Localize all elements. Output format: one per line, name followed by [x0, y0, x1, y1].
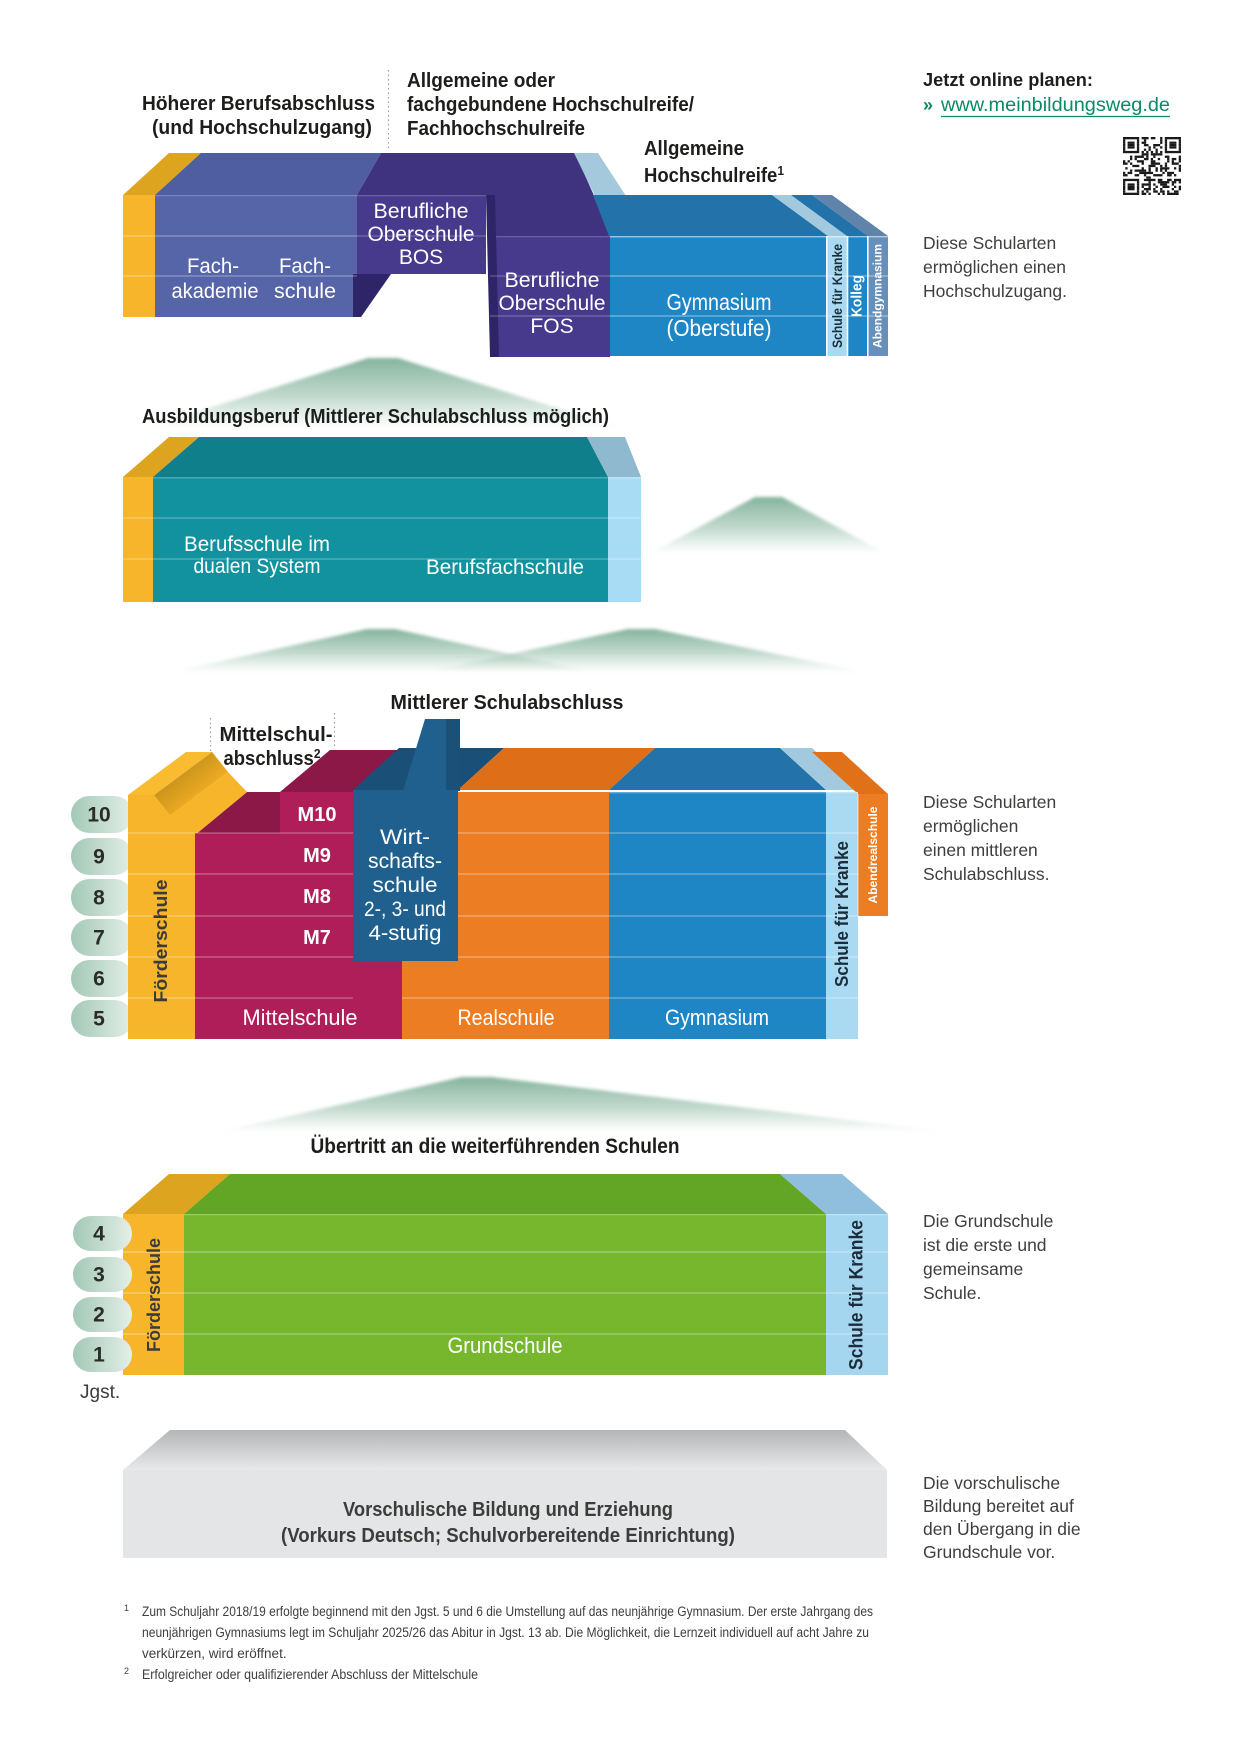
- svg-text:Oberschule: Oberschule: [368, 223, 475, 246]
- svg-text:6: 6: [93, 968, 105, 991]
- svg-text:Die Grundschule: Die Grundschule: [923, 1211, 1053, 1231]
- svg-text:3: 3: [93, 1264, 105, 1287]
- svg-text:Grundschule: Grundschule: [448, 1333, 563, 1358]
- svg-text:5: 5: [93, 1008, 105, 1031]
- svg-text:Fach-: Fach-: [187, 255, 239, 278]
- svg-text:Allgemeine oder: Allgemeine oder: [407, 70, 555, 92]
- svg-text:Zum Schuljahr 2018/19 erfolgte: Zum Schuljahr 2018/19 erfolgte beginnend…: [142, 1604, 873, 1619]
- svg-text:Berufliche: Berufliche: [374, 200, 469, 223]
- svg-text:Erfolgreicher oder qualifizier: Erfolgreicher oder qualifizierender Absc…: [142, 1667, 478, 1682]
- svg-text:Fach-: Fach-: [279, 255, 331, 278]
- svg-text:abschluss2: abschluss2: [224, 746, 321, 770]
- svg-text:Fachhochschulreife: Fachhochschulreife: [407, 118, 585, 140]
- svg-text:Grundschule vor.: Grundschule vor.: [923, 1542, 1055, 1562]
- svg-text:4-stufig: 4-stufig: [369, 922, 442, 945]
- svg-text:Berufsschule im: Berufsschule im: [184, 533, 330, 556]
- svg-text:Förderschule: Förderschule: [151, 880, 171, 1003]
- svg-text:gemeinsame: gemeinsame: [923, 1259, 1023, 1279]
- svg-text:Schule für Kranke: Schule für Kranke: [829, 244, 845, 348]
- svg-text:Mittelschule: Mittelschule: [243, 1005, 358, 1030]
- svg-text:7: 7: [93, 927, 105, 950]
- svg-text:Jetzt online planen:: Jetzt online planen:: [923, 70, 1093, 90]
- svg-text:9: 9: [93, 846, 105, 869]
- svg-text:den Übergang in die: den Übergang in die: [923, 1519, 1081, 1539]
- svg-text:Schule.: Schule.: [923, 1283, 981, 1303]
- svg-text:Diese Schularten: Diese Schularten: [923, 233, 1056, 253]
- svg-text:verkürzen, wird eröffnet.: verkürzen, wird eröffnet.: [142, 1646, 287, 1661]
- svg-text:dualen System: dualen System: [194, 555, 321, 578]
- svg-text:schule: schule: [274, 280, 336, 303]
- svg-text:schule: schule: [373, 874, 438, 897]
- svg-text:Mittelschul-: Mittelschul-: [220, 724, 333, 746]
- svg-text:akademie: akademie: [172, 280, 259, 303]
- svg-text:M7: M7: [303, 927, 331, 949]
- svg-text:»: »: [923, 95, 933, 115]
- svg-text:Diese Schularten: Diese Schularten: [923, 792, 1056, 812]
- svg-text:Kolleg: Kolleg: [850, 275, 866, 317]
- svg-text:einen mittleren: einen mittleren: [923, 840, 1038, 860]
- svg-text:Vorschulische Bildung und Erzi: Vorschulische Bildung und Erziehung: [343, 1499, 673, 1521]
- svg-text:Mittlerer Schulabschluss: Mittlerer Schulabschluss: [391, 692, 624, 714]
- svg-text:Oberschule: Oberschule: [499, 292, 606, 315]
- svg-text:schafts-: schafts-: [368, 850, 442, 873]
- svg-text:ist die erste und: ist die erste und: [923, 1235, 1047, 1255]
- svg-text:(Oberstufe): (Oberstufe): [667, 315, 772, 341]
- svg-text:M9: M9: [303, 845, 331, 867]
- svg-text:Berufliche: Berufliche: [505, 269, 600, 292]
- svg-text:(und Hochschulzugang): (und Hochschulzugang): [152, 117, 372, 139]
- svg-text:Hochschulreife1: Hochschulreife1: [644, 163, 784, 187]
- svg-text:FOS: FOS: [530, 315, 573, 338]
- svg-text:Hochschulzugang.: Hochschulzugang.: [923, 281, 1067, 301]
- svg-text:Bildung bereitet auf: Bildung bereitet auf: [923, 1496, 1074, 1516]
- svg-text:Realschule: Realschule: [458, 1005, 555, 1030]
- svg-text:(Vorkurs Deutsch; Schulvorbere: (Vorkurs Deutsch; Schulvorbereitende Ein…: [281, 1525, 735, 1547]
- svg-text:fachgebundene Hochschulreife/: fachgebundene Hochschulreife/: [407, 94, 694, 116]
- svg-text:1: 1: [124, 1603, 129, 1613]
- svg-text:BOS: BOS: [399, 246, 443, 269]
- svg-text:8: 8: [93, 887, 105, 910]
- svg-text:Gymnasium: Gymnasium: [665, 1005, 769, 1030]
- svg-text:Allgemeine: Allgemeine: [644, 138, 744, 160]
- svg-text:Ausbildungsberuf (Mittlerer Sc: Ausbildungsberuf (Mittlerer Schulabschlu…: [142, 406, 609, 428]
- svg-text:2-, 3- und: 2-, 3- und: [364, 898, 446, 921]
- svg-text:Die vorschulische: Die vorschulische: [923, 1473, 1060, 1493]
- svg-text:www.meinbildungsweg.de: www.meinbildungsweg.de: [940, 95, 1170, 116]
- svg-text:M8: M8: [303, 886, 331, 908]
- svg-text:Förderschule: Förderschule: [144, 1238, 164, 1352]
- svg-text:2: 2: [124, 1666, 129, 1676]
- svg-text:1: 1: [93, 1344, 105, 1367]
- svg-text:Höherer Berufsabschluss: Höherer Berufsabschluss: [142, 93, 375, 115]
- svg-text:Wirt-: Wirt-: [380, 826, 430, 849]
- svg-text:10: 10: [87, 804, 110, 827]
- svg-text:Schule für Kranke: Schule für Kranke: [832, 841, 852, 987]
- svg-text:neunjährigen Gymnasiums legt i: neunjährigen Gymnasiums legt im Schuljah…: [142, 1625, 869, 1640]
- svg-text:ermöglichen: ermöglichen: [923, 816, 1018, 836]
- svg-text:Gymnasium: Gymnasium: [667, 289, 772, 315]
- svg-text:Abendrealschule: Abendrealschule: [866, 806, 880, 903]
- svg-text:Schulabschluss.: Schulabschluss.: [923, 864, 1049, 884]
- svg-text:M10: M10: [298, 804, 337, 826]
- svg-text:2: 2: [93, 1304, 105, 1327]
- svg-text:ermöglichen einen: ermöglichen einen: [923, 257, 1066, 277]
- svg-text:Schule für Kranke: Schule für Kranke: [847, 1220, 868, 1370]
- svg-text:Übertritt an die weiterführend: Übertritt an die weiterführenden Schulen: [311, 1135, 680, 1158]
- svg-text:Jgst.: Jgst.: [80, 1382, 120, 1403]
- svg-text:Berufsfachschule: Berufsfachschule: [426, 556, 584, 579]
- svg-text:4: 4: [93, 1223, 105, 1246]
- svg-text:Abendgymnasium: Abendgymnasium: [871, 244, 885, 348]
